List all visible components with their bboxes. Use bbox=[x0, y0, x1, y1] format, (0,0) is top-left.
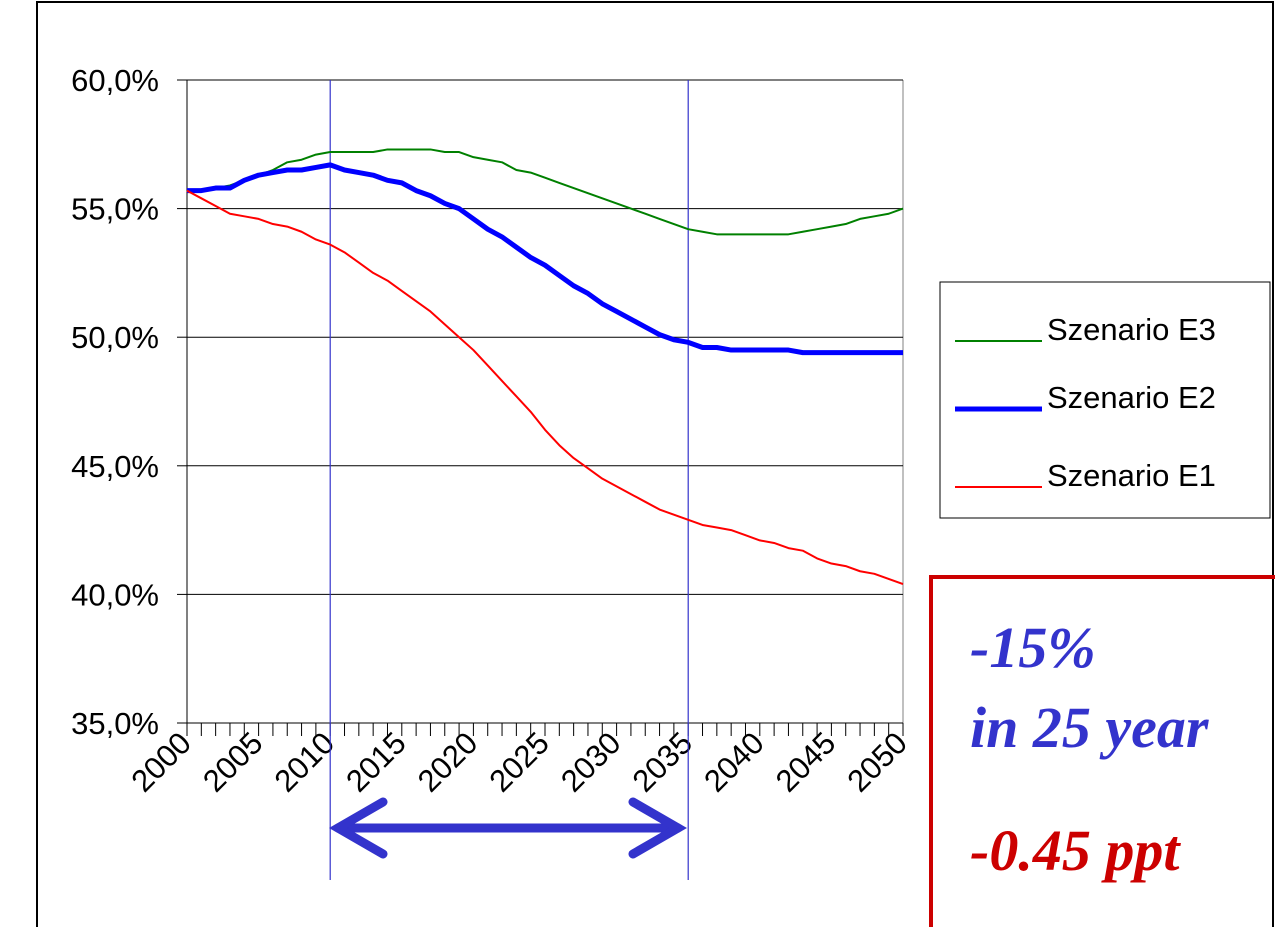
legend-label: Szenario E2 bbox=[1047, 380, 1216, 415]
legend-label: Szenario E1 bbox=[1047, 458, 1216, 493]
y-tick-label: 60,0% bbox=[71, 63, 159, 98]
x-tick-label: 2030 bbox=[554, 725, 628, 799]
x-tick-label: 2050 bbox=[840, 725, 914, 799]
x-tick-label: 2020 bbox=[411, 725, 485, 799]
legend-label: Szenario E3 bbox=[1047, 312, 1216, 347]
frame bbox=[36, 1, 1274, 927]
y-tick-label: 50,0% bbox=[71, 320, 159, 355]
y-tick-label: 35,0% bbox=[71, 706, 159, 741]
y-tick-label: 55,0% bbox=[71, 192, 159, 227]
y-tick-label: 40,0% bbox=[71, 577, 159, 612]
annotation-box bbox=[929, 575, 1275, 927]
annotation: -15% bbox=[970, 615, 1096, 680]
x-tick-label: 2005 bbox=[196, 725, 270, 799]
double-arrow bbox=[329, 797, 687, 859]
legend-box bbox=[939, 281, 1271, 519]
x-tick-label: 2025 bbox=[482, 725, 556, 799]
annotation: in 25 year bbox=[970, 695, 1209, 760]
series-line bbox=[187, 162, 903, 356]
series-line bbox=[186, 189, 904, 586]
series-line bbox=[187, 148, 904, 236]
annotation: -0.45 ppt bbox=[970, 818, 1181, 883]
x-tick-label: 2045 bbox=[769, 725, 843, 799]
x-tick-label: 2015 bbox=[339, 725, 413, 799]
y-tick-label: 45,0% bbox=[71, 449, 159, 484]
x-tick-label: 2040 bbox=[697, 725, 771, 799]
